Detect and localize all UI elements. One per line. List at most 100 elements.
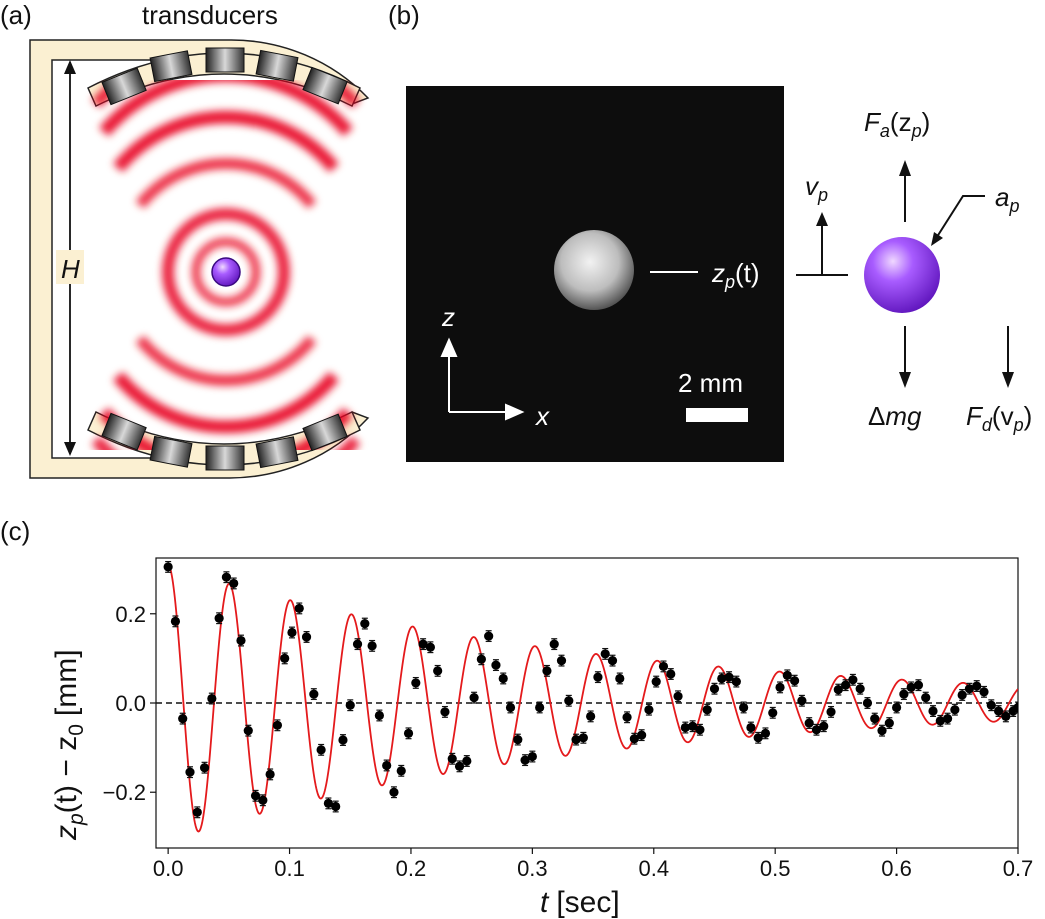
data-point (425, 642, 435, 652)
panel-b-label: (b) (388, 0, 420, 30)
data-point (513, 734, 523, 745)
x-ticks: 0.0 0.1 0.2 0.3 0.4 0.5 0.6 0.7 (153, 848, 1033, 881)
data-point (833, 685, 843, 695)
data-point (418, 639, 428, 649)
data-point (899, 689, 909, 699)
data-point (629, 734, 639, 744)
data-point (505, 702, 516, 713)
data-point (622, 712, 632, 722)
data-point (440, 707, 450, 717)
data-point (454, 761, 465, 771)
data-point (760, 728, 771, 738)
wave-front-top (112, 110, 340, 173)
transducer (255, 49, 299, 82)
data-point (578, 733, 588, 743)
ap-label: ap (995, 182, 1019, 216)
data-point (964, 684, 975, 694)
wave-front-bottom (112, 371, 340, 434)
data-point (178, 714, 188, 724)
zp-label: zp(t) (711, 258, 760, 292)
data-point (819, 721, 829, 731)
data-point (374, 710, 384, 721)
transducer (205, 445, 245, 471)
bottom-transducers (101, 412, 348, 471)
wave-node-ring (191, 237, 261, 307)
data-point (746, 722, 756, 733)
scale-bar-label: 2 mm (678, 368, 743, 398)
data-point (542, 666, 552, 676)
wave-front-bottom (135, 335, 317, 386)
data-point (753, 733, 763, 743)
data-point (243, 726, 253, 736)
data-point (527, 751, 537, 762)
y-tick-label: −0.2 (103, 780, 146, 805)
x-tick-label: 0.4 (638, 856, 669, 881)
ap-leader-line (934, 195, 985, 241)
data-point (928, 706, 938, 716)
data-point (709, 684, 720, 694)
data-point (433, 666, 443, 676)
image-axes (440, 337, 525, 421)
data-point (214, 613, 224, 623)
data-point (498, 673, 508, 684)
data-point (637, 730, 647, 740)
levitated-particle (211, 257, 241, 287)
data-point (229, 578, 239, 589)
wave-node-ring (162, 208, 290, 336)
data-point (848, 675, 858, 685)
data-point (549, 639, 559, 649)
data-point (972, 681, 982, 691)
data-point (571, 734, 581, 745)
data-point (993, 706, 1004, 716)
plot-area (163, 560, 1018, 833)
data-point (615, 673, 625, 684)
x-tick-label: 0.5 (760, 856, 791, 881)
data-point (258, 795, 268, 805)
data-point (586, 711, 596, 721)
transducers-label: transducers (142, 0, 278, 30)
data-point (986, 700, 996, 710)
data-point (1013, 702, 1018, 713)
data-point (593, 672, 603, 682)
data-point (673, 691, 683, 701)
data-point (731, 676, 741, 687)
data-point (811, 725, 822, 735)
data-point (491, 660, 501, 670)
data-point (891, 702, 902, 713)
data-point (294, 603, 304, 614)
data-point (862, 698, 873, 708)
wave-front-top (135, 158, 317, 209)
data-point (520, 755, 530, 765)
y-tick-label: 0.2 (115, 602, 146, 627)
y-ticks: −0.2 0.0 0.2 (103, 602, 156, 805)
data-point (688, 721, 698, 731)
x-tick-label: 0.2 (396, 856, 427, 881)
data-point (192, 807, 202, 817)
data-point (877, 726, 887, 736)
data-point (556, 656, 567, 666)
particle-image (554, 230, 634, 310)
data-point (884, 718, 894, 728)
data-point (221, 572, 232, 582)
data-point (739, 702, 749, 713)
data-point (447, 754, 457, 764)
data-point (600, 649, 610, 659)
data-point (360, 618, 370, 629)
transducer (205, 47, 245, 73)
free-body-diagram: vp Fa(zp) ap Δmg Fd(vp) (796, 107, 1032, 435)
data-point (170, 616, 181, 626)
top-transducers (101, 47, 348, 106)
data-point (411, 678, 421, 688)
data-point (265, 769, 275, 779)
data-point (250, 791, 261, 801)
data-point (942, 714, 953, 724)
data-point (768, 708, 778, 718)
data-point (287, 627, 297, 638)
data-point (345, 700, 355, 710)
data-point (301, 632, 312, 642)
data-point (396, 766, 406, 776)
data-point (935, 716, 945, 726)
data-point (666, 669, 676, 679)
data-point (564, 696, 574, 706)
data-point (338, 735, 348, 745)
